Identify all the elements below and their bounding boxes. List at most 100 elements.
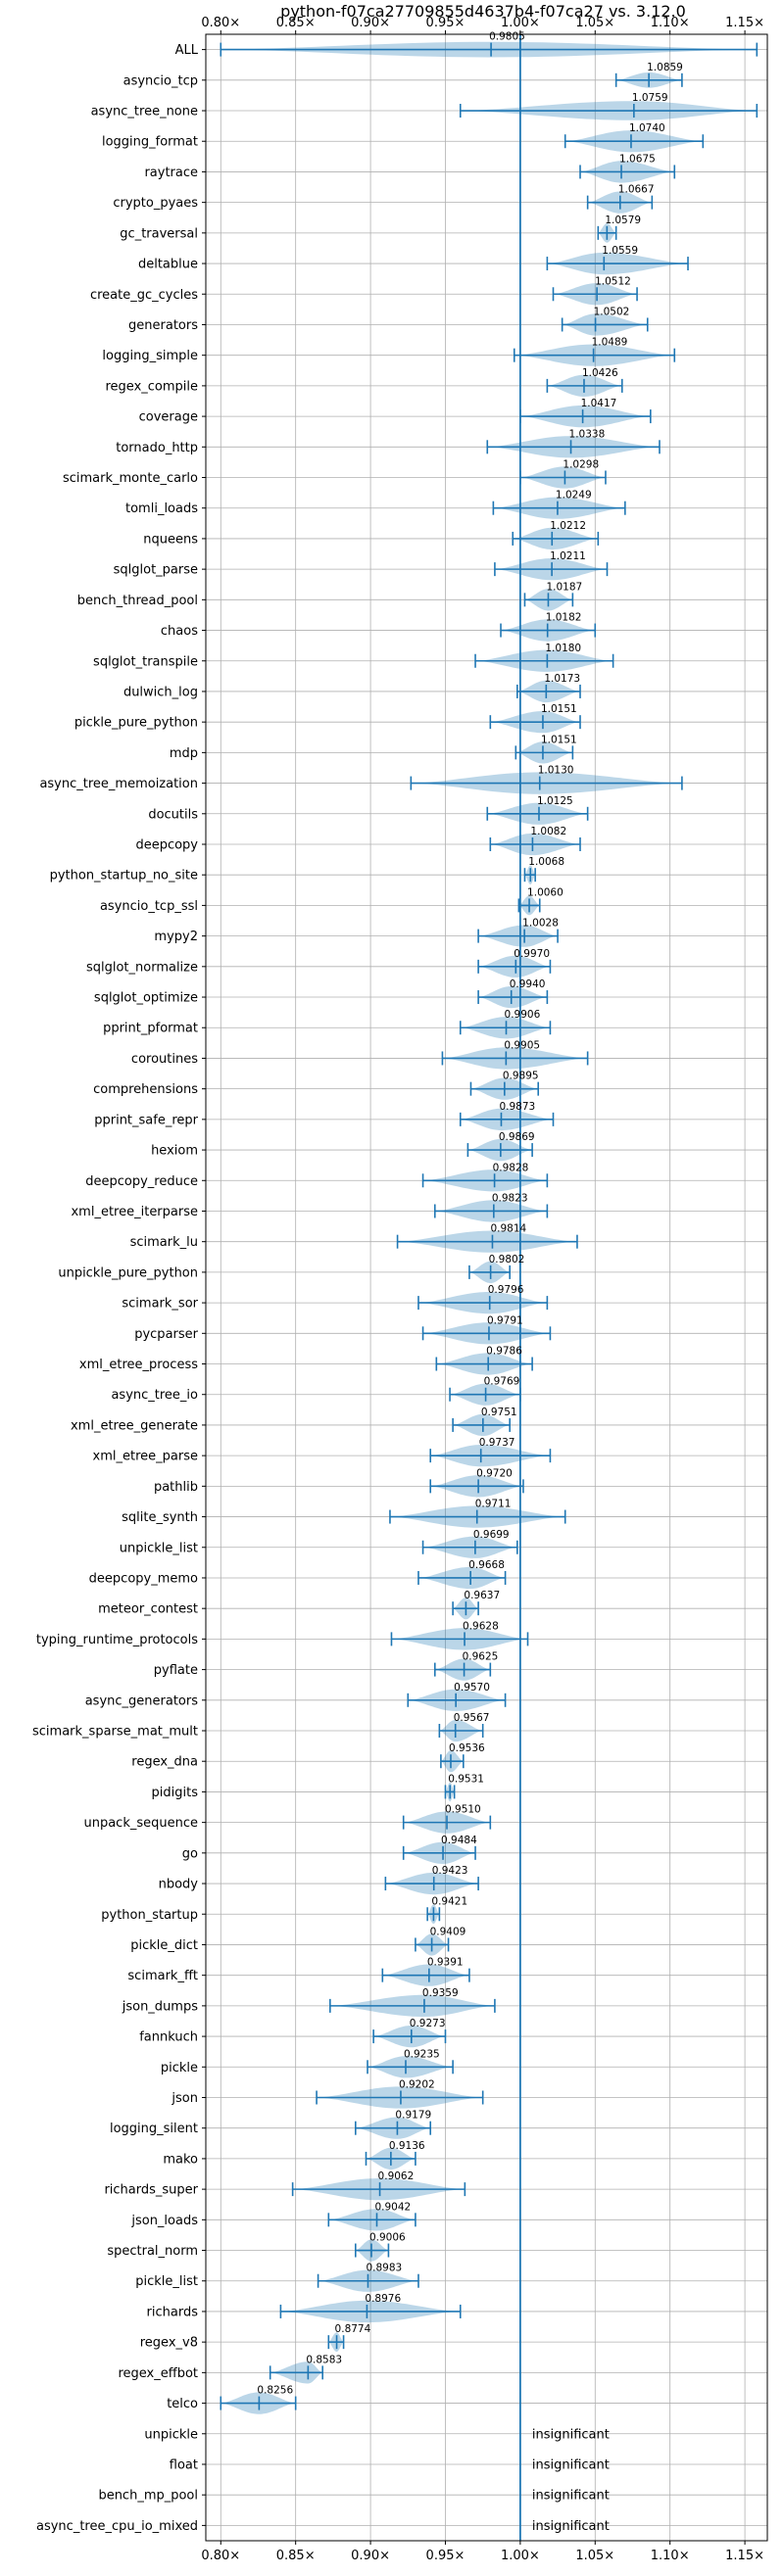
benchmark-label: python_startup (101, 1908, 198, 1923)
value-label: 1.0060 (527, 886, 564, 898)
benchmark-label: bench_thread_pool (77, 594, 198, 608)
value-label: 0.9359 (422, 1987, 459, 1999)
value-label: 1.0489 (592, 337, 628, 349)
value-label: 0.9567 (454, 1712, 490, 1724)
x-tick-label-top: 0.80× (201, 16, 240, 30)
value-label: 0.9828 (493, 1162, 529, 1173)
benchmark-label: spectral_norm (107, 2244, 198, 2259)
value-label: 1.0212 (550, 520, 586, 532)
benchmark-label: regex_effbot (118, 2366, 198, 2381)
benchmark-label: deepcopy_memo (89, 1571, 198, 1586)
value-label: 0.9786 (486, 1346, 522, 1358)
benchmark-label: pickle_pure_python (74, 716, 198, 731)
benchmark-label: json_dumps (122, 1999, 198, 2014)
benchmark-label: mdp (170, 746, 198, 761)
value-label: 0.9873 (499, 1101, 535, 1113)
benchmark-label: scimark_sparse_mat_mult (32, 1725, 198, 1740)
value-label: 0.9391 (427, 1957, 464, 1969)
x-tick-label-top: 1.15× (725, 16, 764, 30)
benchmark-label: crypto_pyaes (113, 196, 198, 211)
value-label: 1.0512 (595, 275, 631, 287)
benchmark-labels: ALL asyncio_tcp async_tree_none logging_for… (32, 43, 206, 2534)
value-label: 0.9531 (448, 1773, 484, 1785)
benchmark-label: logging_format (102, 135, 198, 150)
benchmark-label: fannkuch (139, 2030, 198, 2045)
value-label: 0.9006 (369, 2232, 406, 2244)
value-label: 0.9625 (463, 1651, 499, 1663)
benchmark-label: scimark_lu (130, 1235, 198, 1250)
benchmark-label: async_tree_io (111, 1388, 198, 1403)
x-tick-label-bottom: 0.80× (201, 2549, 240, 2563)
x-tick-label-top: 1.10× (651, 16, 690, 30)
benchmark-label: asyncio_tcp (123, 73, 198, 88)
grid-lines (206, 34, 767, 2541)
benchmark-label: json_loads (130, 2214, 198, 2228)
value-label: 0.9668 (468, 1559, 505, 1571)
value-label: 1.0559 (602, 245, 638, 257)
value-label: 0.9421 (431, 1895, 467, 1907)
benchmark-label: unpack_sequence (83, 1816, 198, 1831)
benchmark-label: xml_etree_generate (71, 1418, 198, 1433)
x-tick-label-top: 1.00× (501, 16, 540, 30)
value-label: 0.9791 (487, 1314, 523, 1326)
value-label: 0.8983 (366, 2263, 402, 2274)
benchmark-label: unpickle_list (120, 1541, 198, 1555)
value-label: 0.9136 (389, 2140, 425, 2152)
value-label: 0.9484 (441, 1835, 477, 1846)
benchmark-label: pprint_safe_repr (94, 1113, 198, 1127)
value-label: 1.0068 (528, 856, 564, 868)
value-label: 0.9423 (432, 1865, 468, 1877)
benchmark-label: unpickle_pure_python (58, 1265, 198, 1280)
value-label: 0.9510 (445, 1804, 481, 1816)
value-label: 1.0759 (632, 92, 668, 104)
x-tick-label-bottom: 0.95× (426, 2549, 466, 2563)
value-label: 0.8583 (306, 2354, 342, 2365)
benchmark-label: mypy2 (154, 930, 198, 944)
benchmark-label: asyncio_tcp_ssl (100, 899, 198, 914)
benchmark-label: typing_runtime_protocols (36, 1633, 198, 1647)
benchmark-label: go (182, 1846, 198, 1861)
plot-frame (205, 33, 768, 2542)
value-label: 0.9273 (410, 2018, 446, 2029)
value-label: 1.0151 (541, 703, 577, 715)
benchmark-label: pathlib (154, 1480, 198, 1495)
value-label: 0.9751 (481, 1407, 517, 1418)
benchmark-label: scimark_fft (127, 1969, 198, 1983)
benchmark-label: chaos (161, 624, 198, 639)
benchmark-label: pickle_dict (130, 1938, 198, 1953)
value-label: 1.0740 (629, 122, 665, 134)
value-label: 0.9409 (430, 1926, 466, 1937)
benchmark-label: logging_silent (110, 2122, 198, 2136)
benchmark-label: bench_mp_pool (98, 2489, 198, 2504)
benchmark-label: generators (128, 318, 198, 333)
value-label: 0.9179 (395, 2110, 431, 2122)
value-label: 1.0675 (619, 153, 656, 165)
benchmark-label: raytrace (144, 166, 198, 180)
value-label: 1.0502 (594, 306, 630, 317)
insignificant-label: insignificant (532, 2427, 610, 2442)
value-label: 0.9970 (514, 948, 550, 960)
x-tick-label-top: 0.95× (426, 16, 466, 30)
value-label: 1.0125 (537, 795, 573, 807)
insignificant-label: insignificant (532, 2519, 610, 2534)
value-label: 0.9814 (490, 1223, 526, 1235)
value-label: 0.9940 (510, 978, 546, 990)
value-label: 0.9720 (476, 1467, 513, 1479)
benchmark-label: regex_compile (105, 379, 198, 394)
value-label: 1.0859 (647, 62, 683, 73)
violins (220, 41, 759, 2414)
benchmark-label: deltablue (138, 258, 198, 272)
x-tick-label-bottom: 1.15× (725, 2549, 764, 2563)
benchmark-label: nqueens (143, 532, 198, 547)
insignificant-label: insignificant (532, 2489, 610, 2504)
x-tick-label-bottom: 0.85× (276, 2549, 316, 2563)
value-label: 0.9905 (504, 1039, 540, 1051)
benchmark-label: hexiom (151, 1144, 198, 1159)
value-annotations: 0.9805 1.0859 1.0759 1.0740 1.0675 1.0667 1.05… (257, 31, 682, 2534)
value-label: 0.9823 (492, 1192, 528, 1204)
x-tick-labels: 0.80× 0.80× 0.85× 0.85× 0.90× 0.90× 0.95× 0.95×… (201, 16, 764, 2563)
benchmark-label: scimark_monte_carlo (63, 471, 198, 486)
value-label: 0.9895 (503, 1071, 539, 1082)
value-label: 1.0579 (605, 215, 641, 226)
